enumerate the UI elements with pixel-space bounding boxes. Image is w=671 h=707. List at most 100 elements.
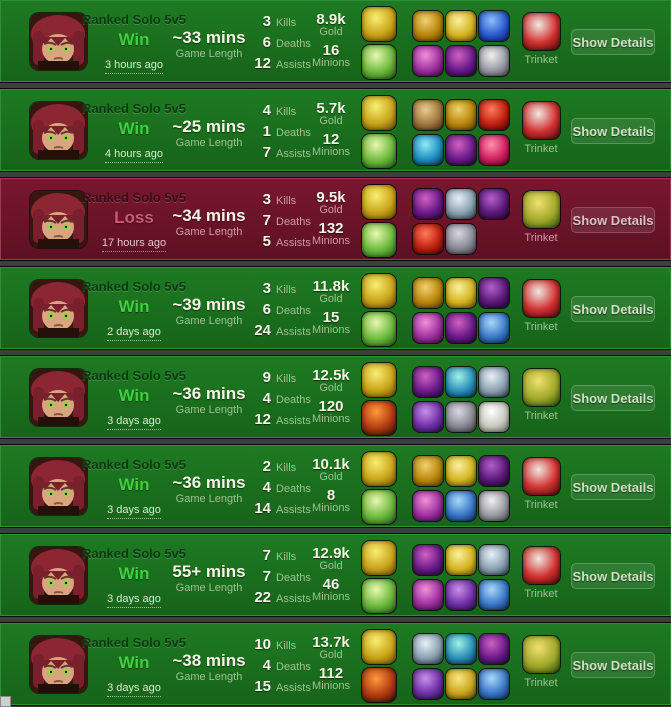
champion-avatar[interactable]	[30, 191, 87, 248]
grey-cloak-icon[interactable]	[479, 491, 509, 521]
champion-avatar[interactable]	[30, 369, 87, 426]
blue-vial-icon[interactable]	[479, 11, 509, 41]
gold-boots-icon[interactable]	[446, 100, 476, 130]
heal-icon[interactable]	[362, 223, 396, 257]
grey-horn-icon[interactable]	[413, 634, 443, 664]
purple-eye-icon[interactable]	[413, 491, 443, 521]
red-flask-icon[interactable]	[413, 224, 443, 254]
heal-icon[interactable]	[362, 579, 396, 613]
dark-purple-blade-icon[interactable]	[479, 278, 509, 308]
golden-orb-icon[interactable]	[446, 456, 476, 486]
purple-tome-icon[interactable]	[413, 367, 443, 397]
purple-eye-icon[interactable]	[413, 313, 443, 343]
game-length-value: 55+ mins	[172, 562, 246, 581]
game-length: ~33 mins Game Length	[171, 28, 247, 60]
flash-icon[interactable]	[362, 185, 396, 219]
trinket-icon[interactable]	[522, 369, 560, 406]
gold-boots-icon[interactable]	[413, 11, 443, 41]
flash-icon[interactable]	[362, 541, 396, 575]
champion-avatar[interactable]	[30, 280, 87, 337]
flash-icon[interactable]	[362, 7, 396, 41]
champion-avatar[interactable]	[30, 547, 87, 604]
ignite-icon[interactable]	[362, 668, 396, 702]
purple-tome-icon[interactable]	[446, 46, 476, 76]
gold-claw-icon[interactable]	[446, 669, 476, 699]
flash-icon[interactable]	[362, 274, 396, 308]
kills-line: 3 Kills	[245, 14, 325, 31]
gold-minions-stats: 5.7k Gold 12 Minions	[302, 101, 360, 159]
trinket-icon[interactable]	[522, 102, 560, 139]
show-details-button[interactable]: Show Details	[571, 652, 655, 678]
red-flask-icon[interactable]	[479, 100, 509, 130]
time-ago: 17 hours ago	[101, 237, 167, 252]
show-details-button[interactable]: Show Details	[571, 385, 655, 411]
purple-tome-icon[interactable]	[479, 634, 509, 664]
trinket-icon[interactable]	[522, 280, 560, 317]
deaths-value: 6	[262, 34, 271, 51]
trinket-icon[interactable]	[522, 13, 560, 50]
heal-icon[interactable]	[362, 312, 396, 346]
dark-purple-blade-icon[interactable]	[479, 456, 509, 486]
show-details-button[interactable]: Show Details	[571, 207, 655, 233]
minions-value: 120	[318, 398, 344, 415]
blue-eye-icon[interactable]	[413, 135, 443, 165]
trinket-icon[interactable]	[522, 547, 560, 584]
gold-label: Gold	[319, 204, 343, 216]
purple-tome-icon[interactable]	[413, 545, 443, 575]
show-details-button[interactable]: Show Details	[571, 563, 655, 589]
white-armor-icon[interactable]	[479, 402, 509, 432]
show-details-button[interactable]: Show Details	[571, 474, 655, 500]
blue-shark-icon[interactable]	[479, 580, 509, 610]
purple-scepter-icon[interactable]	[413, 402, 443, 432]
champion-avatar[interactable]	[30, 102, 87, 159]
show-details-button[interactable]: Show Details	[571, 296, 655, 322]
annie-portrait	[30, 13, 87, 70]
show-details-button[interactable]: Show Details	[571, 118, 655, 144]
blue-shark-icon[interactable]	[479, 313, 509, 343]
trinket-icon[interactable]	[522, 191, 560, 228]
heal-icon[interactable]	[362, 134, 396, 168]
golden-orb-icon[interactable]	[446, 545, 476, 575]
grey-horn-icon[interactable]	[446, 189, 476, 219]
blue-shark-icon[interactable]	[479, 669, 509, 699]
purple-tome-icon[interactable]	[446, 313, 476, 343]
dark-purple-blade-icon[interactable]	[479, 189, 509, 219]
heal-icon[interactable]	[362, 490, 396, 524]
purple-eye-icon[interactable]	[413, 580, 443, 610]
purple-scepter-icon[interactable]	[413, 669, 443, 699]
grey-horn-icon[interactable]	[479, 367, 509, 397]
champion-avatar[interactable]	[30, 13, 87, 70]
gold-boots-icon[interactable]	[413, 278, 443, 308]
flash-icon[interactable]	[362, 363, 396, 397]
golden-orb-icon[interactable]	[446, 278, 476, 308]
ignite-icon[interactable]	[362, 401, 396, 435]
purple-tome-icon[interactable]	[413, 189, 443, 219]
flash-icon[interactable]	[362, 452, 396, 486]
grey-medallion-icon[interactable]	[446, 224, 476, 254]
grey-cloak-icon[interactable]	[479, 46, 509, 76]
trinket-icon[interactable]	[522, 458, 560, 495]
grey-horn-icon[interactable]	[479, 545, 509, 575]
flash-icon[interactable]	[362, 96, 396, 130]
gold-minions-stats: 8.9k Gold 16 Minions	[302, 12, 360, 70]
pink-gem-icon[interactable]	[479, 135, 509, 165]
heal-icon[interactable]	[362, 45, 396, 79]
tan-cube-icon[interactable]	[413, 100, 443, 130]
show-details-button[interactable]: Show Details	[571, 29, 655, 55]
blue-shark-icon[interactable]	[446, 491, 476, 521]
teal-staff-icon[interactable]	[446, 634, 476, 664]
champion-avatar[interactable]	[30, 458, 87, 515]
teal-staff-icon[interactable]	[446, 367, 476, 397]
gold-label: Gold	[319, 293, 343, 305]
game-length-value: ~25 mins	[172, 117, 246, 136]
game-length-value: ~36 mins	[172, 473, 246, 492]
gold-boots-icon[interactable]	[413, 456, 443, 486]
champion-avatar[interactable]	[30, 636, 87, 693]
grey-medallion-icon[interactable]	[446, 402, 476, 432]
purple-tome-icon[interactable]	[446, 135, 476, 165]
trinket-icon[interactable]	[522, 636, 560, 673]
flash-icon[interactable]	[362, 630, 396, 664]
purple-eye-icon[interactable]	[413, 46, 443, 76]
purple-scepter-icon[interactable]	[446, 580, 476, 610]
golden-orb-icon[interactable]	[446, 11, 476, 41]
